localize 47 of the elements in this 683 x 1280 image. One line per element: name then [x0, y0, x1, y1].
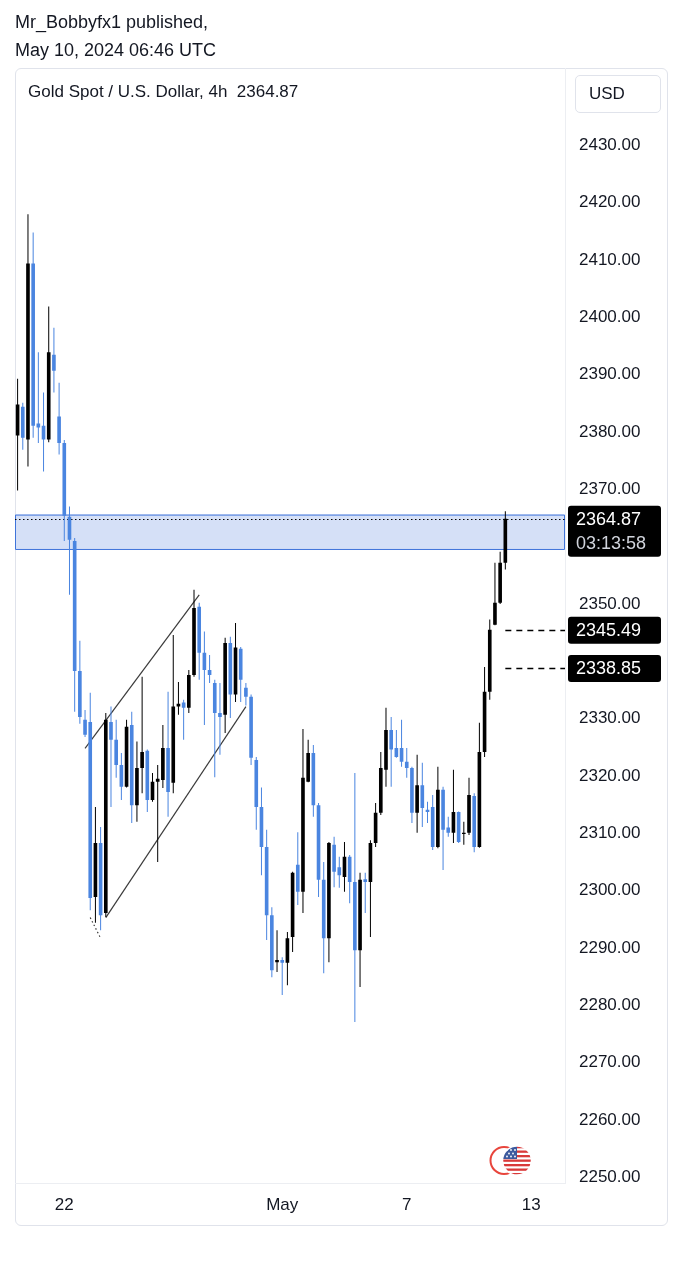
y-tick-label: 2380.00	[579, 421, 641, 441]
candlestick	[218, 683, 222, 755]
y-tick-label: 2250.00	[579, 1166, 641, 1186]
candlestick	[363, 872, 368, 913]
y-tick-label: 2260.00	[579, 1109, 641, 1129]
y-tick-label: 2300.00	[579, 880, 641, 900]
candlestick	[166, 691, 170, 817]
y-tick-label: 2330.00	[579, 708, 641, 728]
y-tick-label: 2270.00	[579, 1052, 641, 1072]
y-tick-label: 2370.00	[579, 479, 641, 499]
y-axis-title: USD	[575, 75, 661, 113]
candlestick	[36, 352, 41, 443]
text: Mr_Bobbyfx1 published,	[15, 11, 210, 35]
candlestick	[109, 706, 113, 807]
candlestick	[493, 562, 497, 626]
candlestick	[275, 930, 279, 973]
x-tick-label: May	[266, 1194, 299, 1214]
y-tick-label: 2430.00	[579, 135, 641, 155]
ref-line-label: 2364.87 03:13:58	[576, 508, 647, 553]
y-tick-label: 2400.00	[579, 307, 641, 327]
x-tick-label: 7	[402, 1194, 412, 1214]
ref-line-label: 2345.49	[576, 619, 642, 640]
y-tick-label: 2420.00	[579, 192, 641, 212]
text: Gold Spot / U.S. Dollar, 4h 2364.87	[28, 82, 299, 102]
candlestick	[52, 327, 56, 393]
y-tick-label: 2390.00	[579, 364, 641, 384]
y-tick-label: 2290.00	[579, 937, 641, 957]
candlestick	[212, 679, 217, 778]
candlestick	[140, 676, 144, 794]
candlestick	[404, 747, 409, 778]
y-tick-label: 2350.00	[579, 593, 641, 613]
candlestick	[462, 821, 466, 845]
candlestick	[420, 762, 425, 827]
y-tick-label: 2410.00	[579, 249, 641, 269]
candlestick	[353, 773, 357, 1022]
y-tick-label: 2320.00	[579, 765, 641, 785]
candlestick	[280, 957, 285, 995]
candlestick	[176, 681, 181, 715]
x-tick-label: 22	[54, 1194, 74, 1214]
candlestick	[389, 716, 393, 787]
x-tick-label: 13	[521, 1194, 541, 1214]
y-tick-label: 2310.00	[579, 823, 641, 842]
y-tick-label: 2280.00	[579, 994, 641, 1014]
ref-line-label: 2338.85	[576, 657, 642, 678]
candlestick	[295, 832, 300, 905]
candlestick	[415, 754, 419, 833]
text: May 10, 2024 06:46 UTC	[15, 39, 217, 62]
